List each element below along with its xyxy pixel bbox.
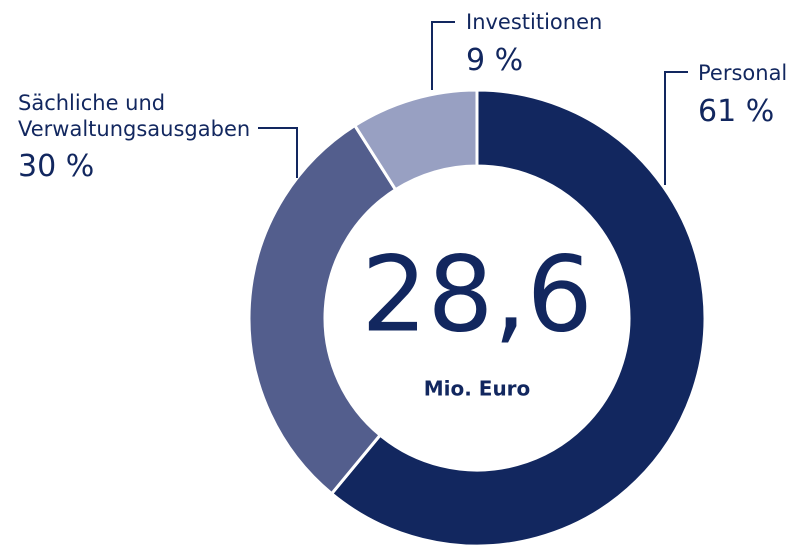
- value-label: 9 %: [466, 43, 524, 78]
- center-label: 28,6: [361, 233, 593, 355]
- donut-segment: [247, 123, 398, 496]
- category-label: Sächliche und Verwaltungsausgaben: [18, 91, 251, 141]
- center-sublabel: Mio. Euro: [424, 377, 531, 401]
- leader-line: [258, 127, 298, 178]
- donut-segment: [329, 88, 707, 548]
- category-label: Personal: [698, 61, 788, 85]
- leader-line: [664, 71, 688, 185]
- value-label: 61 %: [698, 94, 775, 129]
- value-label: 30 %: [18, 149, 95, 184]
- category-label: Investitionen: [466, 10, 603, 34]
- donut-segment: [352, 88, 479, 192]
- leader-line: [431, 21, 455, 90]
